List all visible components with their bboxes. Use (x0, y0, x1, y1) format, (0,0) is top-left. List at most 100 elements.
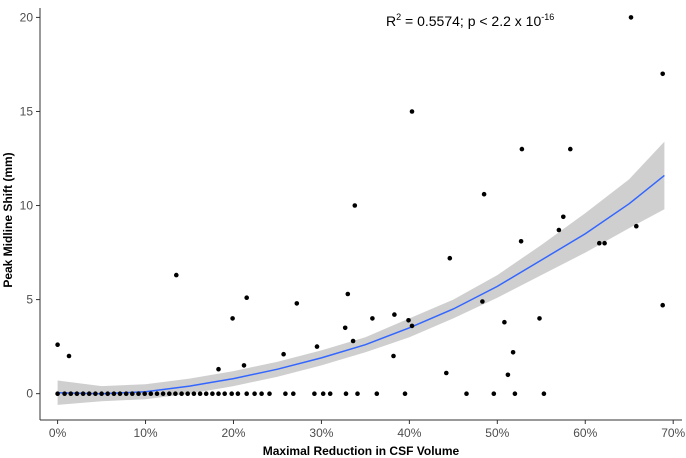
x-tick-label: 60% (573, 426, 597, 440)
data-point (481, 191, 487, 197)
data-point (154, 391, 160, 397)
data-point (235, 391, 241, 397)
data-point (391, 353, 396, 359)
data-point (505, 372, 511, 378)
r2-prefix: R (386, 13, 396, 29)
data-point (343, 391, 349, 397)
p-exponent: -16 (541, 12, 554, 22)
data-point (283, 391, 288, 397)
x-tick-label: 70% (661, 426, 685, 440)
data-point (167, 391, 172, 397)
data-point (216, 366, 221, 372)
x-tick-label: 0% (49, 426, 67, 440)
data-point (556, 227, 562, 233)
x-tick-label: 50% (485, 426, 509, 440)
data-point (160, 391, 166, 397)
data-point (136, 391, 141, 397)
data-point (291, 391, 296, 397)
data-point (561, 214, 566, 220)
data-point (350, 338, 356, 344)
data-point (111, 391, 117, 397)
data-point (55, 342, 60, 348)
x-tick-label: 10% (134, 426, 158, 440)
data-point (80, 391, 86, 397)
y-tick-label: 5 (26, 293, 33, 307)
data-point (222, 391, 227, 397)
data-point (480, 299, 485, 304)
data-point (74, 391, 80, 397)
data-point (185, 391, 190, 397)
data-point (230, 316, 235, 321)
x-tick-label: 20% (221, 426, 245, 440)
data-point (244, 295, 249, 301)
data-point (210, 391, 215, 397)
confidence-band-layer (57, 141, 665, 405)
y-tick-label: 20 (20, 10, 34, 24)
data-point (406, 318, 411, 323)
y-tick-label: 15 (20, 104, 34, 118)
data-point (660, 302, 665, 308)
data-point (68, 391, 74, 397)
data-point (447, 255, 453, 261)
fit-line-layer (57, 174, 665, 395)
data-point (174, 272, 179, 278)
x-tick-label: 40% (397, 426, 421, 440)
data-point (241, 363, 247, 368)
data-point (252, 391, 257, 397)
data-point (342, 325, 348, 331)
data-point (142, 391, 147, 397)
data-point (312, 391, 317, 397)
data-point (203, 391, 209, 397)
data-point (320, 391, 326, 397)
fit-line (57, 174, 665, 395)
data-point (464, 391, 469, 397)
data-point (55, 391, 60, 397)
r2-value: = 0.5574; p < 2.2 x 10 (401, 13, 541, 29)
points-layer (55, 15, 665, 397)
data-point (327, 391, 333, 397)
data-point (66, 353, 72, 359)
data-point (518, 239, 524, 244)
data-point (99, 391, 104, 397)
data-point (244, 391, 249, 397)
data-point (281, 351, 286, 357)
y-axis-title: Peak Midline Shift (mm) (1, 152, 15, 287)
confidence-band (57, 141, 665, 405)
data-point (267, 391, 272, 397)
data-point (259, 391, 264, 397)
y-tick-label: 10 (20, 199, 34, 213)
data-point (352, 203, 358, 208)
x-axis-title: Maximal Reduction in CSF Volume (263, 444, 460, 458)
data-point (444, 370, 449, 376)
data-point (602, 240, 607, 246)
r2-superscript: 2 (396, 12, 401, 22)
data-point (294, 301, 300, 306)
x-tick-label: 30% (309, 426, 333, 440)
data-point (512, 391, 518, 397)
r2-annotation: R2 = 0.5574; p < 2.2 x 10-16 (386, 12, 554, 29)
data-point (314, 344, 320, 349)
data-point (634, 223, 639, 229)
data-point (93, 391, 98, 397)
data-point (660, 71, 665, 77)
data-point (229, 391, 234, 397)
axes-layer: 0% 10% 20% 30% 40% 50% 60% 70% 0 5 10 15 20 (20, 8, 686, 440)
data-point (130, 391, 135, 397)
data-point (628, 15, 634, 20)
data-point (216, 391, 221, 397)
data-point (345, 291, 351, 297)
data-point (491, 391, 497, 397)
data-point (537, 316, 542, 321)
data-point (510, 350, 516, 355)
data-point (409, 109, 415, 114)
data-point (197, 391, 203, 397)
data-point (374, 391, 380, 397)
data-point (370, 316, 375, 321)
data-point (541, 391, 547, 397)
data-point (62, 391, 67, 397)
data-point (86, 391, 92, 397)
data-point (502, 319, 507, 325)
data-point (355, 391, 360, 397)
